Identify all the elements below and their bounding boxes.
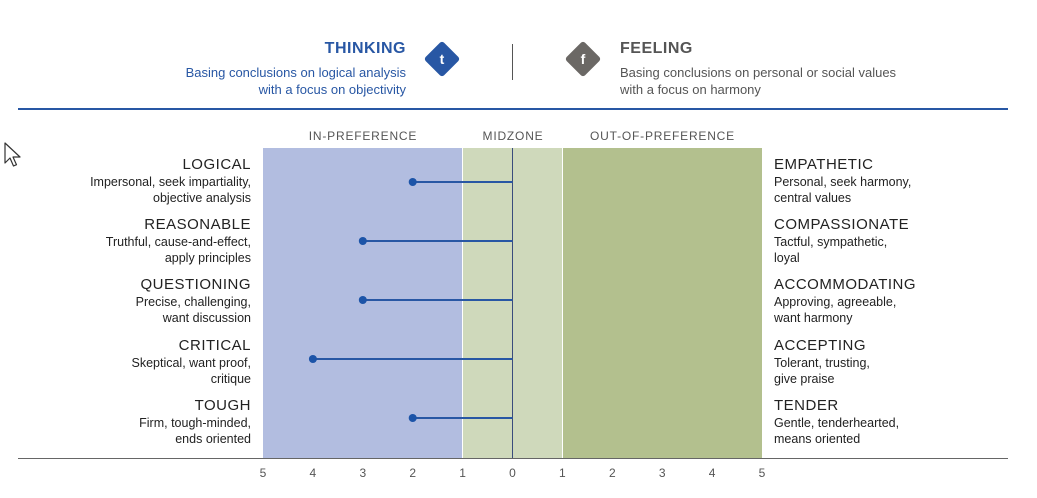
left-label-desc: ends oriented	[175, 432, 251, 446]
left-label-desc: Impersonal, seek impartiality,	[90, 175, 251, 189]
left-label-name: CRITICAL	[178, 337, 251, 354]
left-label-desc: want discussion	[162, 311, 251, 325]
feeling-desc-line1: Basing conclusions on personal or social…	[620, 65, 897, 80]
left-label-desc: Skeptical, want proof,	[131, 356, 251, 370]
right-label-desc: Gentle, tenderhearted,	[774, 416, 900, 430]
left-label-name: QUESTIONING	[140, 276, 251, 293]
x-tick-label: 2	[608, 466, 616, 480]
feeling-badge-letter: f	[580, 51, 586, 67]
right-label-desc: give praise	[774, 372, 835, 386]
out-of-preference-band	[563, 148, 762, 458]
x-tick-label: 4	[309, 466, 317, 480]
right-label-desc: Approving, agreeable,	[774, 295, 897, 309]
right-label-name: TENDER	[774, 397, 839, 414]
thinking-title: THINKING	[324, 40, 406, 57]
right-label-desc: means oriented	[774, 432, 861, 446]
zone-label-out-of-preference: OUT-OF-PREFERENCE	[590, 129, 735, 143]
thinking-badge-icon: t	[423, 40, 461, 78]
feeling-title: FEELING	[620, 40, 693, 57]
thinking-description: Basing conclusions on logical analysis w…	[106, 64, 406, 98]
midzone-band	[463, 148, 563, 458]
right-label-name: ACCEPTING	[774, 337, 867, 354]
band-separator	[462, 148, 463, 458]
in-preference-band	[263, 148, 463, 458]
left-label-desc: apply principles	[164, 251, 251, 265]
x-tick-label: 3	[658, 466, 666, 480]
x-tick-label: 1	[459, 466, 466, 480]
left-label-desc: Truthful, cause-and-effect,	[105, 235, 251, 249]
left-label-name: LOGICAL	[182, 156, 251, 173]
left-label-desc: objective analysis	[153, 191, 251, 205]
left-label-desc: Firm, tough-minded,	[139, 416, 251, 430]
x-tick-label: 1	[559, 466, 566, 480]
thinking-desc-line1: Basing conclusions on logical analysis	[185, 65, 406, 80]
x-tick-label: 3	[359, 466, 367, 480]
left-label-reasonable: REASONABLE Truthful, cause-and-effect, a…	[0, 216, 251, 266]
left-label-questioning: QUESTIONING Precise, challenging, want d…	[0, 276, 251, 326]
left-label-tough: TOUGH Firm, tough-minded, ends oriented	[0, 397, 251, 447]
right-label-desc: central values	[774, 191, 852, 205]
right-label-compassionate: COMPASSIONATE Tactful, sympathetic, loya…	[774, 216, 1034, 266]
right-label-name: ACCOMMODATING	[774, 276, 917, 293]
left-label-desc: critique	[210, 372, 251, 386]
left-label-desc: Precise, challenging,	[135, 295, 251, 309]
axis-baseline	[18, 458, 1008, 459]
zone-label-in-preference: IN-PREFERENCE	[308, 129, 418, 143]
right-label-name: COMPASSIONATE	[774, 216, 910, 233]
header-divider	[512, 44, 513, 80]
right-label-accommodating: ACCOMMODATING Approving, agreeable, want…	[774, 276, 1034, 326]
x-tick-label: 0	[509, 466, 516, 480]
left-label-logical: LOGICAL Impersonal, seek impartiality, o…	[0, 156, 251, 206]
left-label-name: TOUGH	[194, 397, 251, 414]
band-separator	[562, 148, 563, 458]
header-rule	[18, 108, 1008, 110]
x-tick-label: 2	[409, 466, 417, 480]
right-label-tender: TENDER Gentle, tenderhearted, means orie…	[774, 397, 1034, 447]
right-label-desc: Tolerant, trusting,	[774, 356, 870, 370]
left-label-critical: CRITICAL Skeptical, want proof, critique	[0, 337, 251, 387]
x-tick-label: 5	[758, 466, 766, 480]
right-label-desc: Personal, seek harmony,	[774, 175, 912, 189]
zone-label-midzone: MIDZONE	[482, 129, 544, 143]
x-tick-label: 4	[708, 466, 716, 480]
thinking-desc-line2: with a focus on objectivity	[258, 82, 406, 97]
right-label-desc: Tactful, sympathetic,	[774, 235, 888, 249]
feeling-desc-line2: with a focus on harmony	[620, 82, 761, 97]
center-axis-line	[512, 148, 513, 458]
feeling-badge-icon: f	[564, 40, 602, 78]
right-label-desc: loyal	[774, 251, 800, 265]
right-label-name: EMPATHETIC	[774, 156, 874, 173]
right-label-desc: want harmony	[774, 311, 853, 325]
right-label-empathetic: EMPATHETIC Personal, seek harmony, centr…	[774, 156, 1034, 206]
right-label-accepting: ACCEPTING Tolerant, trusting, give prais…	[774, 337, 1034, 387]
left-label-name: REASONABLE	[144, 216, 251, 233]
feeling-description: Basing conclusions on personal or social…	[620, 64, 960, 98]
arrow-cursor-icon	[4, 142, 21, 167]
x-tick-label: 5	[259, 466, 267, 480]
thinking-badge-letter: t	[439, 51, 445, 67]
